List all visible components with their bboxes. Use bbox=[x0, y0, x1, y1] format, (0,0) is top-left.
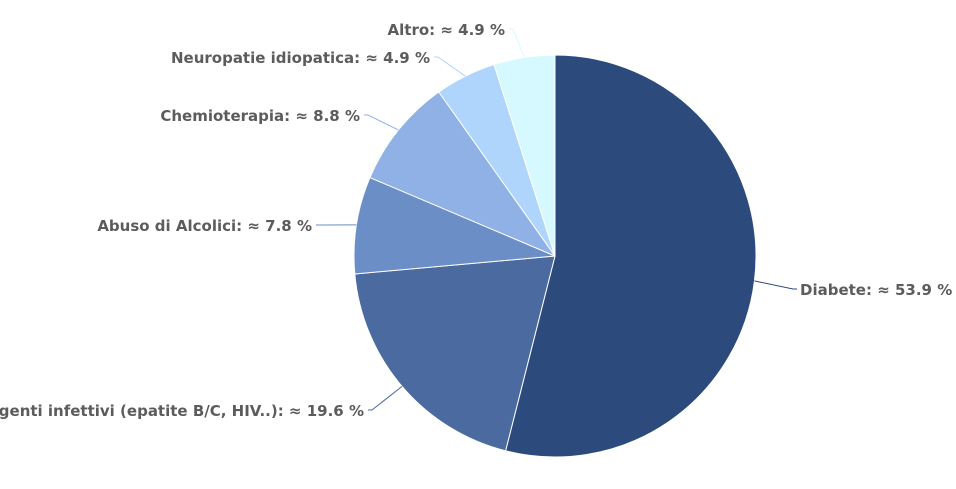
label-connector bbox=[754, 280, 797, 290]
pie-slice[interactable] bbox=[493, 54, 556, 257]
label-connector bbox=[368, 386, 403, 411]
slice-label: Altro: ≈ 4.9 % bbox=[388, 21, 505, 39]
label-connector bbox=[509, 28, 525, 58]
data-labels: Diabete: ≈ 53.9 % Agenti infettivi (epati… bbox=[0, 21, 952, 420]
slice-label: Abuso di Alcolici: ≈ 7.8 % bbox=[97, 217, 312, 235]
slice-label: Chemioterapia: ≈ 8.8 % bbox=[160, 107, 360, 125]
pie-slice[interactable] bbox=[354, 255, 556, 452]
label-connector bbox=[364, 114, 399, 131]
label-connector bbox=[434, 56, 466, 77]
pie-slice[interactable] bbox=[353, 177, 556, 275]
label-connectors bbox=[316, 28, 797, 411]
slice-label: Diabete: ≈ 53.9 % bbox=[800, 281, 952, 299]
slice-label: Agenti infettivi (epatite B/C, HIV..): ≈… bbox=[0, 402, 364, 420]
slice-label: Neuropatie idiopatica: ≈ 4.9 % bbox=[171, 49, 430, 67]
pie-slices bbox=[353, 54, 757, 458]
